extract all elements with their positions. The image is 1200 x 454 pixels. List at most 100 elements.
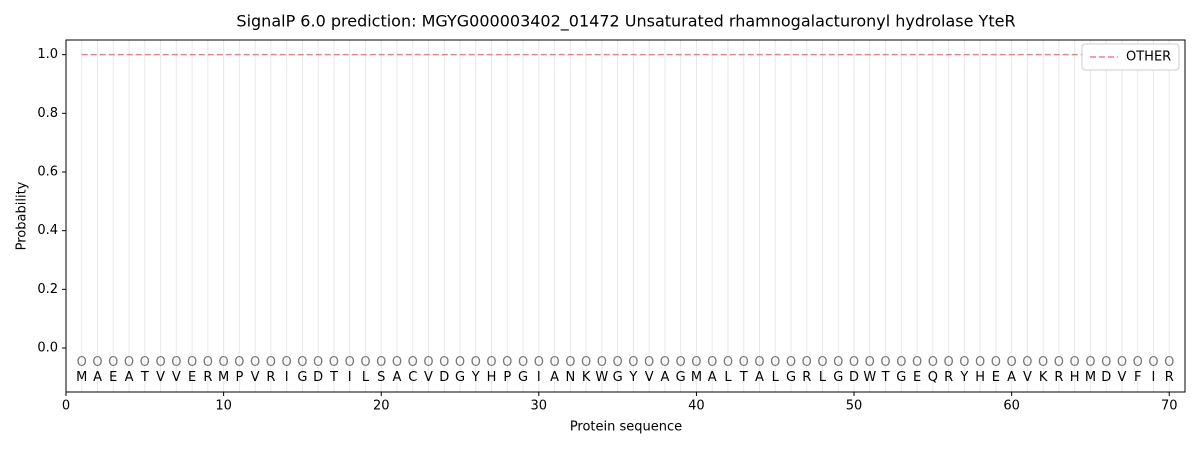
residue-label: V — [1118, 370, 1127, 385]
predicted-label: O — [959, 355, 969, 370]
predicted-label: O — [1007, 355, 1017, 370]
residue-label: A — [660, 370, 669, 385]
residue-label: D — [313, 370, 323, 385]
residue-label: V — [251, 370, 260, 385]
predicted-label: O — [943, 355, 953, 370]
residue-label: D — [439, 370, 449, 385]
predicted-label: O — [975, 355, 985, 370]
predicted-label: O — [1133, 355, 1143, 370]
residue-label: M — [1085, 370, 1096, 385]
x-tick-label: 30 — [531, 399, 548, 414]
predicted-label: O — [266, 355, 276, 370]
residue-label: R — [1165, 370, 1174, 385]
residue-label: R — [802, 370, 811, 385]
residue-label: E — [188, 370, 196, 385]
residue-label: L — [772, 370, 780, 385]
predicted-label: O — [880, 355, 890, 370]
predicted-label: O — [360, 355, 370, 370]
predicted-label: O — [124, 355, 134, 370]
predicted-label: O — [439, 355, 449, 370]
legend-label: OTHER — [1126, 50, 1171, 65]
residue-label: K — [582, 370, 591, 385]
residue-label: H — [487, 370, 497, 385]
residue-label: A — [708, 370, 717, 385]
residue-label: W — [863, 370, 876, 385]
predicted-label: O — [991, 355, 1001, 370]
residue-label: F — [1134, 370, 1141, 385]
residue-label: V — [645, 370, 654, 385]
residue-label: Y — [628, 370, 637, 385]
residue-label: E — [913, 370, 921, 385]
predicted-label: O — [1070, 355, 1080, 370]
predicted-label: O — [770, 355, 780, 370]
residue-label: G — [518, 370, 528, 385]
predicted-label: O — [282, 355, 292, 370]
x-tick-label: 40 — [688, 399, 705, 414]
predicted-label: O — [707, 355, 717, 370]
residue-label: V — [172, 370, 181, 385]
x-tick-label: 70 — [1161, 399, 1178, 414]
predicted-label: O — [297, 355, 307, 370]
residue-label: D — [1101, 370, 1111, 385]
residue-label: A — [755, 370, 764, 385]
x-tick-label: 0 — [62, 399, 70, 414]
residue-label: V — [156, 370, 165, 385]
predicted-label: O — [802, 355, 812, 370]
residue-label: I — [348, 370, 352, 385]
predicted-label: O — [376, 355, 386, 370]
x-tick-label: 20 — [373, 399, 390, 414]
residue-label: C — [408, 370, 417, 385]
residue-label: A — [393, 370, 402, 385]
residue-label: G — [833, 370, 843, 385]
predicted-label: O — [77, 355, 87, 370]
x-tick-label: 10 — [215, 399, 232, 414]
residue-label: T — [881, 370, 890, 385]
predicted-label: O — [739, 355, 749, 370]
predicted-label: O — [723, 355, 733, 370]
predicted-label: O — [1054, 355, 1064, 370]
predicted-label: O — [549, 355, 559, 370]
residue-label: V — [424, 370, 433, 385]
residue-label: P — [235, 370, 243, 385]
residue-label: T — [739, 370, 748, 385]
predicted-label: O — [455, 355, 465, 370]
predicted-label: O — [518, 355, 528, 370]
predicted-label: O — [865, 355, 875, 370]
residue-label: Y — [471, 370, 480, 385]
residue-label: L — [819, 370, 827, 385]
residue-label: G — [676, 370, 686, 385]
residue-label: M — [76, 370, 87, 385]
predicted-label: O — [345, 355, 355, 370]
predicted-label: O — [108, 355, 118, 370]
residue-label: R — [1054, 370, 1063, 385]
residue-label: T — [140, 370, 149, 385]
residue-label: E — [992, 370, 1000, 385]
residue-label: M — [691, 370, 702, 385]
predicted-label: O — [597, 355, 607, 370]
predicted-label: O — [691, 355, 701, 370]
residue-label: G — [786, 370, 796, 385]
legend-box — [1081, 43, 1180, 71]
predicted-label: O — [313, 355, 323, 370]
predicted-label: O — [140, 355, 150, 370]
residue-label: H — [975, 370, 985, 385]
predicted-label: O — [92, 355, 102, 370]
y-axis-label: Probability — [15, 181, 30, 250]
predicted-label: O — [1022, 355, 1032, 370]
predicted-label: O — [218, 355, 228, 370]
predicted-label: O — [1101, 355, 1111, 370]
predicted-label: O — [502, 355, 512, 370]
predicted-label: O — [1085, 355, 1095, 370]
residue-label: D — [849, 370, 859, 385]
y-tick-label: 0.6 — [37, 165, 58, 180]
predicted-label: O — [786, 355, 796, 370]
predicted-label: O — [817, 355, 827, 370]
residue-label: L — [362, 370, 370, 385]
predicted-label: O — [912, 355, 922, 370]
predicted-label: O — [1164, 355, 1174, 370]
residue-label: I — [537, 370, 541, 385]
predicted-label: O — [155, 355, 165, 370]
predicted-label: O — [486, 355, 496, 370]
y-tick-label: 0.0 — [37, 341, 58, 356]
